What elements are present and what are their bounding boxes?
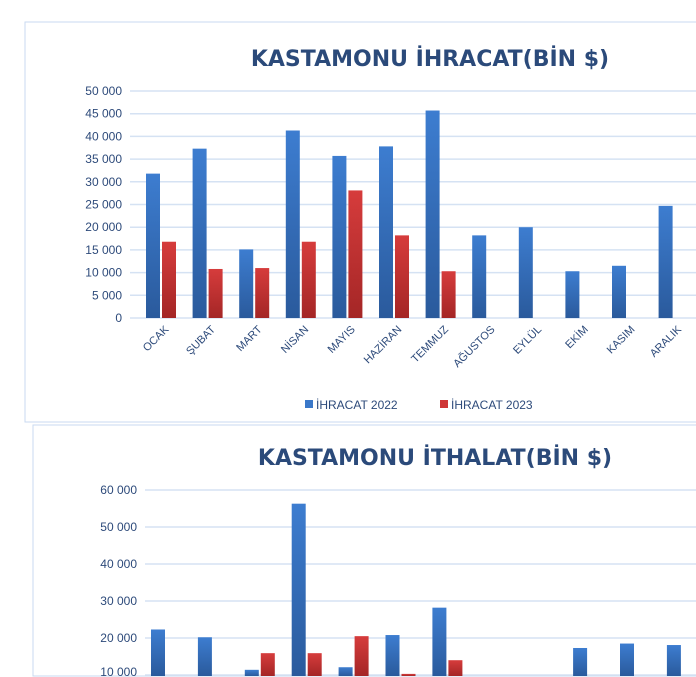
bar-2023 [448, 660, 463, 676]
bar-2022 [151, 629, 165, 676]
legend-label-2022: İHRACAT 2022 [316, 398, 398, 412]
bar-2022 [146, 173, 160, 318]
y-tick-label: 30 000 [85, 175, 122, 189]
bar-2022 [612, 265, 626, 318]
y-tick-label: 40 000 [100, 557, 137, 571]
bar-2023 [162, 241, 176, 318]
legend-label-2023: İHRACAT 2023 [451, 398, 533, 412]
bar-2022 [425, 110, 440, 318]
import-chart-panel [32, 424, 696, 677]
legend-swatch-2022 [305, 400, 313, 408]
y-tick-label: 20 000 [100, 631, 137, 645]
bar-2022 [239, 249, 254, 318]
y-tick-label: 50 000 [100, 520, 137, 534]
y-tick-label: 0 [115, 311, 122, 325]
bar-2023 [395, 235, 409, 318]
bar-2023 [301, 241, 316, 318]
bar-2022 [573, 647, 588, 676]
bar-2022 [620, 643, 634, 676]
y-tick-label: 10 000 [85, 266, 122, 280]
bar-2022 [192, 148, 207, 318]
bar-2023 [348, 190, 363, 318]
bar-2022 [432, 607, 447, 676]
bar-2023 [208, 268, 223, 318]
bar-2022 [565, 271, 580, 318]
bar-2023 [255, 268, 270, 318]
import-chart-title: KASTAMONU İTHALAT(BİN $) [258, 445, 612, 471]
bar-2022 [658, 205, 673, 318]
bar-2022 [385, 635, 400, 676]
bar-2022 [338, 667, 353, 676]
bar-2022 [285, 130, 300, 318]
bar-2022 [197, 637, 212, 676]
bar-2022 [666, 645, 681, 676]
y-tick-label: 30 000 [100, 594, 137, 608]
bar-2023 [441, 271, 456, 318]
y-tick-label: 20 000 [85, 220, 122, 234]
bar-2023 [401, 673, 416, 676]
bar-2023 [354, 636, 369, 676]
bar-2022 [518, 227, 533, 318]
legend-swatch-2023 [440, 400, 448, 408]
y-tick-label: 60 000 [100, 483, 137, 497]
bar-2023 [307, 653, 322, 676]
bar-2022 [472, 235, 487, 318]
y-tick-label: 45 000 [85, 107, 122, 121]
y-tick-label: 25 000 [85, 198, 122, 212]
y-tick-label: 35 000 [85, 152, 122, 166]
export-chart-title: KASTAMONU İHRACAT(BİN $) [251, 46, 609, 72]
y-tick-label: 15 000 [85, 243, 122, 257]
y-tick-label: 50 000 [85, 84, 122, 98]
bar-2022 [332, 155, 347, 318]
y-tick-label: 5 000 [92, 288, 122, 302]
bar-2023 [260, 653, 275, 676]
bar-2022 [244, 669, 259, 676]
y-tick-label: 40 000 [85, 129, 122, 143]
bar-2022 [291, 503, 306, 676]
y-tick-label: 10 000 [100, 665, 137, 677]
bar-2022 [379, 146, 393, 318]
